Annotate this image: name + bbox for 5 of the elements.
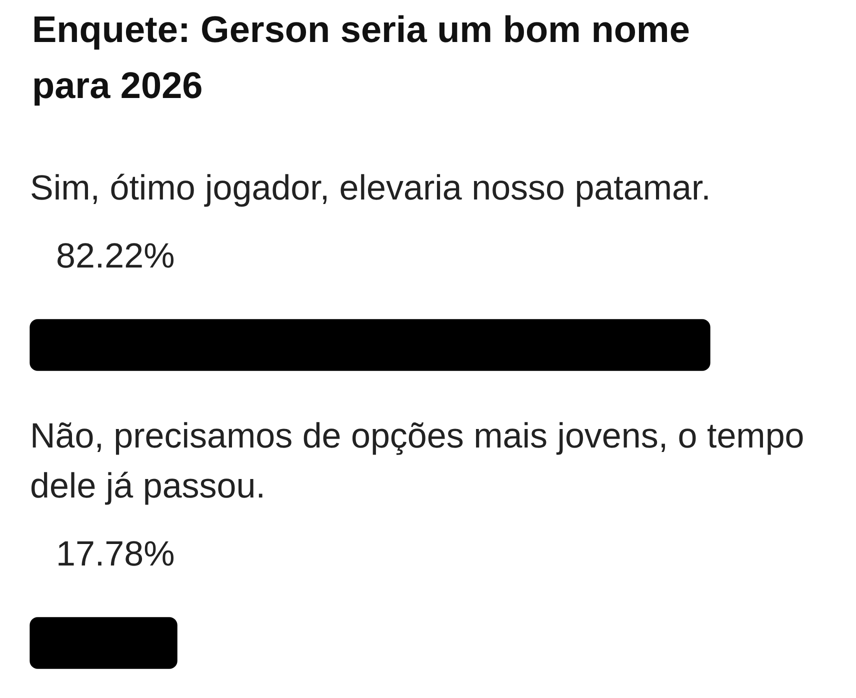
y-tick-label: Sim, ótimo jogador, elevaria nosso patamar. bbox=[30, 168, 711, 208]
y-tick-label: Não, precisamos de opções mais jovens, o tempo dele já passou. bbox=[30, 416, 804, 506]
chart-title: Enquete: Gerson seria um bom nome para 2026 bbox=[32, 8, 691, 108]
data-label: 17.78% bbox=[56, 534, 175, 574]
data-label: 82.22% bbox=[56, 236, 175, 276]
